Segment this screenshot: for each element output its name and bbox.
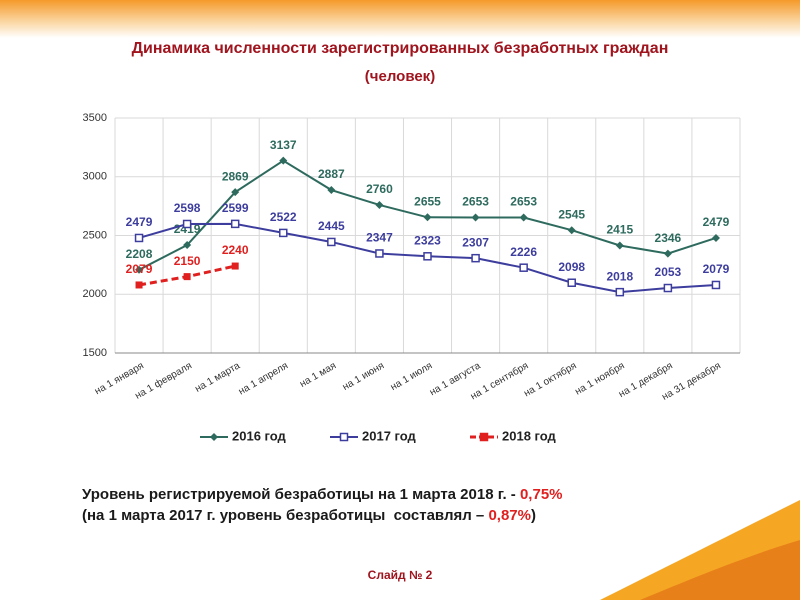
data-point bbox=[183, 273, 191, 281]
data-point bbox=[279, 156, 288, 165]
data-point bbox=[135, 281, 143, 289]
legend-label: 2017 год bbox=[362, 428, 417, 443]
data-point bbox=[327, 237, 336, 247]
data-label: 2599 bbox=[222, 201, 249, 215]
data-label: 2522 bbox=[270, 210, 297, 224]
data-label: 2079 bbox=[126, 262, 153, 276]
footnote-text: Уровень регистрируемой безработицы на 1 … bbox=[82, 486, 520, 503]
data-point bbox=[375, 200, 384, 209]
data-label: 2869 bbox=[222, 169, 249, 183]
data-label: 2445 bbox=[318, 219, 345, 233]
data-point bbox=[423, 213, 432, 222]
data-label: 2226 bbox=[510, 245, 537, 259]
data-label: 2079 bbox=[703, 262, 730, 276]
data-label: 2653 bbox=[462, 195, 489, 209]
header-band bbox=[0, 0, 800, 38]
data-label: 2655 bbox=[414, 194, 441, 208]
data-point bbox=[663, 249, 672, 258]
footnote-value: 0,75% bbox=[519, 486, 563, 503]
data-point bbox=[615, 241, 624, 250]
footnote-value: 0,87% bbox=[488, 507, 531, 524]
data-label: 3137 bbox=[270, 138, 297, 152]
data-label: 2347 bbox=[366, 231, 393, 245]
data-label: 2240 bbox=[222, 243, 249, 257]
data-label: 2415 bbox=[606, 223, 633, 237]
legend-label: 2018 год bbox=[502, 428, 557, 443]
y-tick-label: 2000 bbox=[83, 288, 107, 300]
footnote-text: ) bbox=[531, 507, 536, 524]
data-label: 2018 bbox=[606, 269, 633, 283]
footnote-line: Уровень регистрируемой безработицы на 1 … bbox=[82, 486, 563, 503]
footnote-text: (на 1 марта 2017 г. уровень безработицы … bbox=[82, 507, 489, 524]
data-label: 2887 bbox=[318, 167, 345, 181]
legend-marker bbox=[479, 432, 489, 442]
data-point bbox=[135, 265, 144, 274]
data-label: 2346 bbox=[655, 231, 682, 245]
data-label: 2545 bbox=[558, 207, 585, 221]
chart-subtitle: (человек) bbox=[365, 68, 435, 85]
data-point bbox=[327, 186, 336, 195]
x-tick-label: на 1 мая bbox=[298, 360, 338, 390]
data-label: 2208 bbox=[126, 247, 153, 261]
data-point bbox=[471, 213, 480, 222]
data-point bbox=[279, 228, 288, 238]
data-label: 2098 bbox=[558, 260, 585, 274]
chart-title: Динамика численности зарегистрированных … bbox=[132, 40, 669, 57]
data-point bbox=[567, 278, 576, 287]
y-tick-label: 2500 bbox=[83, 229, 107, 241]
legend-label: 2016 год bbox=[232, 428, 287, 443]
data-label: 2760 bbox=[366, 182, 393, 196]
data-point bbox=[423, 252, 432, 261]
x-tick-label: на 1 октября bbox=[522, 359, 579, 399]
data-label: 2598 bbox=[174, 201, 201, 215]
data-point bbox=[231, 262, 239, 270]
data-point bbox=[230, 219, 240, 229]
data-label: 2307 bbox=[462, 235, 489, 249]
x-tick-label: на 1 марта bbox=[193, 360, 242, 395]
y-tick-label: 3000 bbox=[83, 171, 107, 183]
data-point bbox=[231, 188, 240, 197]
data-label: 2479 bbox=[703, 215, 730, 229]
data-label: 2653 bbox=[510, 195, 537, 209]
legend-marker bbox=[339, 432, 349, 442]
data-point bbox=[134, 233, 144, 243]
data-label: 2150 bbox=[174, 254, 201, 268]
data-label: 2323 bbox=[414, 233, 441, 247]
legend-marker bbox=[210, 433, 218, 441]
data-point bbox=[183, 241, 192, 250]
data-point bbox=[471, 253, 480, 263]
data-point bbox=[519, 213, 528, 222]
data-point bbox=[663, 283, 673, 293]
x-tick-label: на 1 апреля bbox=[237, 360, 290, 397]
y-tick-label: 3500 bbox=[83, 112, 107, 124]
data-label: 2479 bbox=[126, 215, 153, 229]
y-tick-label: 1500 bbox=[83, 347, 107, 359]
data-point bbox=[711, 280, 721, 290]
slide-number: Слайд № 2 bbox=[368, 568, 433, 582]
data-point bbox=[615, 287, 625, 297]
corner-decor bbox=[640, 540, 800, 600]
data-point bbox=[182, 219, 192, 229]
data-point bbox=[711, 233, 720, 242]
footnote-line: (на 1 марта 2017 г. уровень безработицы … bbox=[82, 507, 536, 524]
data-label: 2053 bbox=[655, 265, 682, 279]
data-point bbox=[519, 263, 528, 272]
data-point bbox=[375, 249, 384, 258]
data-point bbox=[567, 226, 576, 235]
x-tick-label: на 1 июня bbox=[341, 360, 387, 393]
